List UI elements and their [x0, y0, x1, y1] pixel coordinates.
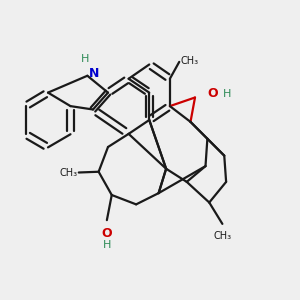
Text: N: N [88, 68, 99, 80]
Text: H: H [222, 89, 231, 99]
Text: H: H [103, 240, 111, 250]
Text: CH₃: CH₃ [59, 167, 78, 178]
Text: CH₃: CH₃ [180, 56, 199, 66]
Text: O: O [207, 87, 217, 100]
Text: O: O [102, 227, 112, 240]
Text: CH₃: CH₃ [213, 231, 231, 241]
Text: H: H [81, 55, 90, 64]
